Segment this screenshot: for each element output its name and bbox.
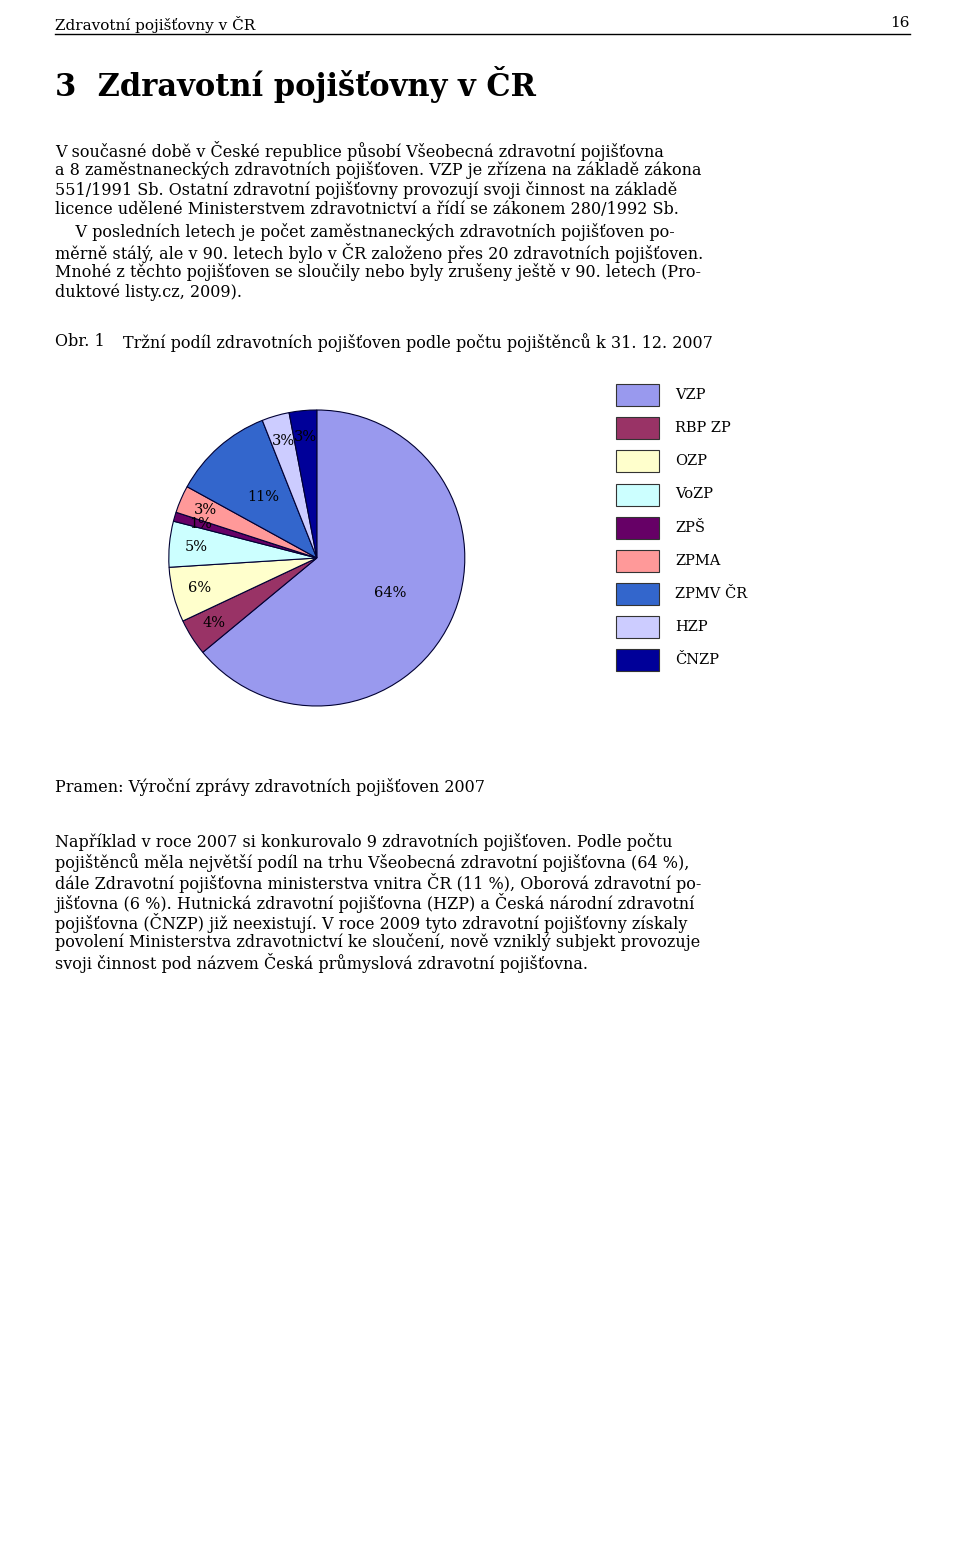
Text: 551/1991 Sb. Ostatní zdravotní pojišťovny provozují svoji činnost na základě: 551/1991 Sb. Ostatní zdravotní pojišťovn… [55, 180, 677, 199]
Text: 6%: 6% [188, 582, 211, 596]
Text: 1%: 1% [189, 517, 212, 531]
Text: 3  Zdravotní pojišťovny v ČR: 3 Zdravotní pojišťovny v ČR [55, 65, 536, 103]
Text: ZPŠ: ZPŠ [675, 521, 705, 535]
Bar [616, 484, 659, 506]
Wedge shape [176, 487, 317, 559]
Text: ZPMV ČR: ZPMV ČR [675, 587, 747, 601]
Text: OZP: OZP [675, 454, 707, 468]
Bar [616, 616, 659, 638]
Bar [616, 584, 659, 605]
Bar [616, 384, 659, 406]
Text: 64%: 64% [374, 585, 407, 599]
Text: povolení Ministerstva zdravotnictví ke sloučení, nově vzniklý subjekt provozuje: povolení Ministerstva zdravotnictví ke s… [55, 934, 700, 951]
Text: duktové listy.cz, 2009).: duktové listy.cz, 2009). [55, 283, 242, 300]
Text: V současné době v České republice působí Všeobecná zdravotní pojišťovna: V současné době v České republice působí… [55, 142, 664, 160]
Text: 16: 16 [891, 16, 910, 30]
Wedge shape [183, 559, 317, 652]
Text: měrně stálý, ale v 90. letech bylo v ČR založeno přes 20 zdravotních pojišťoven.: měrně stálý, ale v 90. letech bylo v ČR … [55, 243, 704, 263]
Text: VoZP: VoZP [675, 487, 713, 501]
Text: HZP: HZP [675, 619, 708, 633]
Text: Obr. 1: Obr. 1 [55, 333, 105, 350]
Text: Mnohé z těchto pojišťoven se sloučily nebo byly zrušeny ještě v 90. letech (Pro-: Mnohé z těchto pojišťoven se sloučily ne… [55, 263, 701, 282]
Text: ČNZP: ČNZP [675, 654, 719, 668]
Text: a 8 zaměstnaneckých zdravotních pojišťoven. VZP je zřízena na základě zákona: a 8 zaměstnaneckých zdravotních pojišťov… [55, 160, 702, 179]
Bar [616, 649, 659, 671]
Wedge shape [174, 512, 317, 559]
Wedge shape [187, 420, 317, 559]
Text: 3%: 3% [294, 429, 317, 443]
Bar [616, 417, 659, 439]
Text: 5%: 5% [184, 540, 207, 554]
Wedge shape [169, 521, 317, 568]
Wedge shape [203, 409, 465, 706]
Bar [616, 450, 659, 473]
Text: VZP: VZP [675, 387, 706, 401]
Bar [616, 517, 659, 538]
Wedge shape [262, 412, 317, 559]
Text: 4%: 4% [203, 616, 226, 630]
Text: Pramen: Výroční zprávy zdravotních pojišťoven 2007: Pramen: Výroční zprávy zdravotních pojiš… [55, 778, 485, 797]
Text: Tržní podíl zdravotních pojišťoven podle počtu pojištěnců k 31. 12. 2007: Tržní podíl zdravotních pojišťoven podle… [123, 333, 713, 352]
Text: Zdravotní pojišťovny v ČR: Zdravotní pojišťovny v ČR [55, 16, 255, 33]
Bar [616, 549, 659, 573]
Text: pojištěnců měla největší podíl na trhu Všeobecná zdravotní pojišťovna (64 %),: pojištěnců měla největší podíl na trhu V… [55, 853, 689, 871]
Text: V posledních letech je počet zaměstnaneckých zdravotních pojišťoven po-: V posledních letech je počet zaměstnanec… [55, 223, 675, 241]
Text: ZPMA: ZPMA [675, 554, 720, 568]
Text: Například v roce 2007 si konkurovalo 9 zdravotních pojišťoven. Podle počtu: Například v roce 2007 si konkurovalo 9 z… [55, 832, 673, 851]
Text: 3%: 3% [272, 434, 295, 448]
Text: 11%: 11% [247, 490, 279, 504]
Text: 3%: 3% [194, 503, 217, 517]
Text: licence udělené Ministerstvem zdravotnictví a řídí se zákonem 280/1992 Sb.: licence udělené Ministerstvem zdravotnic… [55, 201, 679, 218]
Wedge shape [169, 559, 317, 621]
Text: RBP ZP: RBP ZP [675, 422, 731, 436]
Text: dále Zdravotní pojišťovna ministerstva vnitra ČR (11 %), Oborová zdravotní po-: dále Zdravotní pojišťovna ministerstva v… [55, 873, 702, 893]
Text: svoji činnost pod názvem Česká průmyslová zdravotní pojišťovna.: svoji činnost pod názvem Česká průmyslov… [55, 952, 588, 972]
Text: pojišťovna (ČNZP) již neexistují. V roce 2009 tyto zdravotní pojišťovny získaly: pojišťovna (ČNZP) již neexistují. V roce… [55, 913, 687, 934]
Text: jišťovna (6 %). Hutnická zdravotní pojišťovna (HZP) a Česká národní zdravotní: jišťovna (6 %). Hutnická zdravotní pojiš… [55, 893, 694, 913]
Wedge shape [289, 409, 317, 559]
